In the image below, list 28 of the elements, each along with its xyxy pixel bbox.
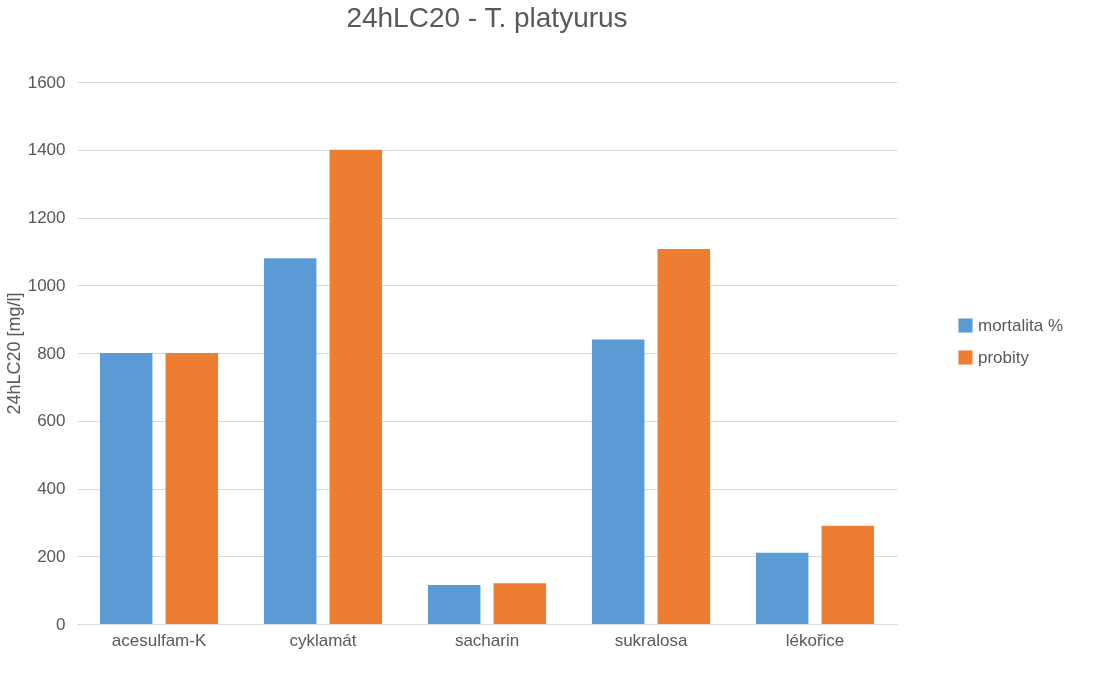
y-tick-label: 800 xyxy=(37,343,66,363)
bar xyxy=(657,249,711,624)
chart-title: 24hLC20 - T. platyurus xyxy=(346,2,628,33)
x-tick-label: sacharin xyxy=(454,630,520,650)
x-tick-label: cyklamát xyxy=(289,630,357,650)
x-tick-label: acesulfam-K xyxy=(111,630,207,650)
y-tick-label: 1400 xyxy=(27,140,66,160)
y-tick-label: 0 xyxy=(56,614,66,634)
y-axis-title: 24hLC20 [mg/l] xyxy=(3,292,24,415)
y-tick-label: 1000 xyxy=(27,275,66,295)
bar xyxy=(165,353,219,624)
bar xyxy=(99,353,153,624)
bar xyxy=(821,525,875,624)
x-tick-label: sukralosa xyxy=(614,630,688,650)
legend-label: probity xyxy=(978,347,1030,367)
y-tick-label: 600 xyxy=(37,411,66,431)
legend-label: mortalita % xyxy=(978,315,1064,335)
y-tick-label: 400 xyxy=(37,479,66,498)
y-tick-label: 200 xyxy=(37,546,66,566)
bar xyxy=(755,552,809,624)
bar xyxy=(427,585,481,624)
bar xyxy=(591,339,645,624)
bar xyxy=(493,583,547,624)
y-tick-label: 1600 xyxy=(27,72,66,92)
y-tick-label: 1200 xyxy=(27,208,66,227)
bar xyxy=(329,149,383,624)
bar xyxy=(263,258,317,624)
x-tick-label: lékořice xyxy=(785,630,845,650)
